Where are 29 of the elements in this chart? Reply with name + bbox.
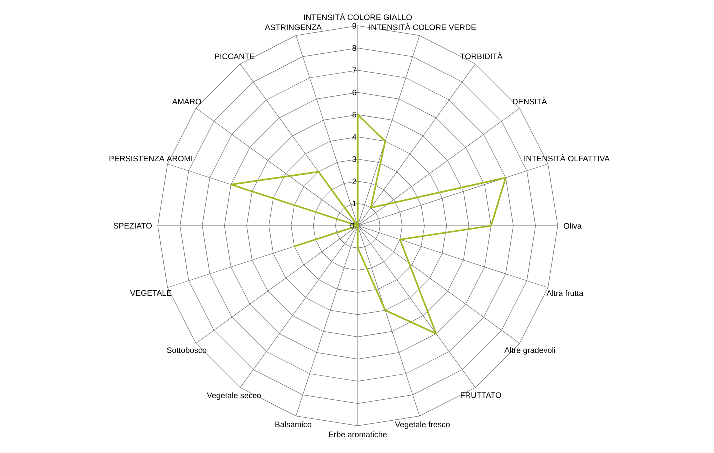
spoke-label: AMARO xyxy=(172,98,202,105)
spoke-label: INTENSITÀ COLORE GIALLO xyxy=(304,13,412,20)
spoke-label: Vegetale fresco xyxy=(395,422,450,430)
y-tick-label: 9 xyxy=(352,23,356,29)
spoke-label: Sottobosco xyxy=(167,347,207,354)
spoke-label: PICCANTE xyxy=(215,54,255,60)
spoke-label: Altra frutta xyxy=(546,290,584,296)
spoke-label: Oliva xyxy=(564,223,582,229)
spoke-label: DENSITÀ xyxy=(513,98,548,105)
spoke-label: FRUTTATO xyxy=(461,392,502,398)
spoke-label: TORBIDITÀ xyxy=(460,52,503,60)
spoke-label: INTENSITÀ OLFATTIVA xyxy=(524,154,610,162)
spoke-label: Balsamico xyxy=(276,422,312,428)
spoke-label: Vegetale secco xyxy=(207,392,262,400)
y-tick-label: 1 xyxy=(352,201,356,207)
y-tick-label: 2 xyxy=(352,178,356,184)
y-tick-label: 3 xyxy=(352,156,356,162)
spoke-label: PERSISTENZA AROMI xyxy=(110,156,192,162)
spoke-label: Erbe aromatiche xyxy=(329,432,387,438)
y-tick-label: 5 xyxy=(352,112,356,118)
spoke-label: SPEZIATO xyxy=(114,223,152,229)
y-tick-label: 8 xyxy=(352,45,356,52)
spoke-label: ASTRINGENZA xyxy=(265,24,322,30)
spoke-label: VEGETALE xyxy=(130,290,172,296)
spoke-label: INTENSITÀ COLORE VERDE xyxy=(370,23,476,30)
y-tick-label: 6 xyxy=(352,90,356,96)
y-tick-label: 7 xyxy=(352,68,356,74)
y-tick-label: 4 xyxy=(352,134,357,140)
spoke-label: Altre gradevoli xyxy=(504,347,556,355)
